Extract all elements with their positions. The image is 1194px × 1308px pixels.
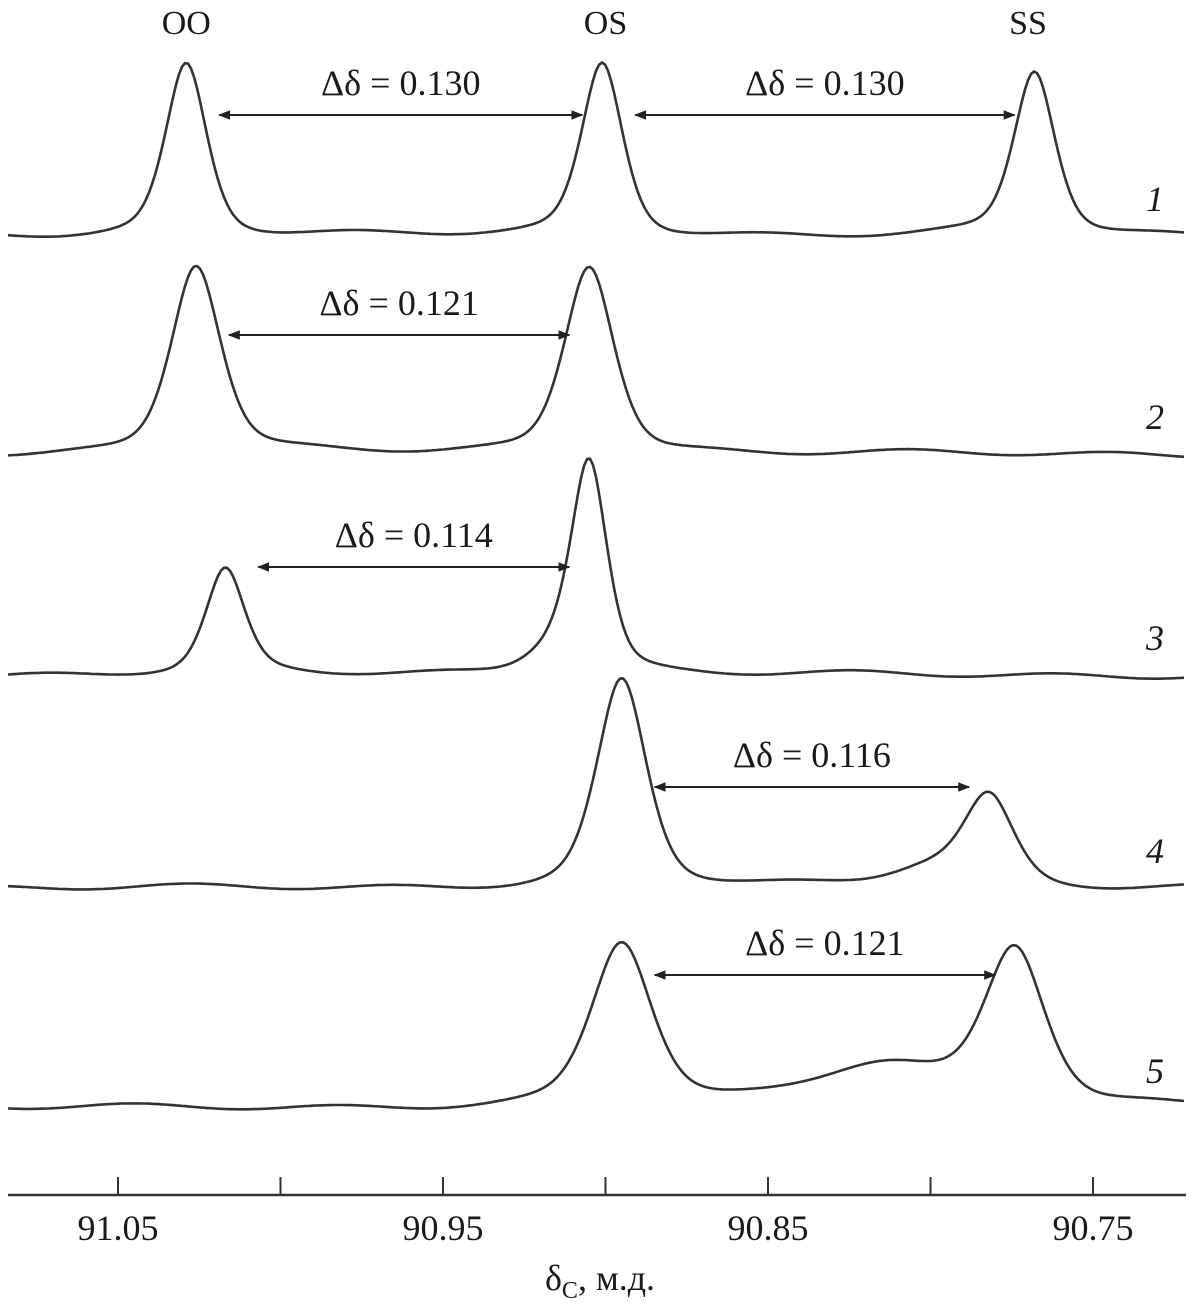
delta-label: Δδ = 0.116 (733, 735, 891, 775)
trace-number: 1 (1146, 179, 1164, 219)
delta-label: Δδ = 0.121 (319, 283, 478, 323)
peak-label: SS (1009, 5, 1047, 42)
x-axis-label: δC, м.д. (545, 1258, 655, 1304)
tick-label: 91.05 (78, 1208, 159, 1248)
delta-annotations: Δδ = 0.130 Δδ = 0.130 Δδ = 0.121 Δδ = 0.114… (218, 63, 1016, 980)
delta-label: Δδ = 0.114 (335, 515, 493, 555)
spectra-traces: 1 2 3 4 5 (7, 61, 1185, 1111)
tick-label: 90.85 (728, 1208, 809, 1248)
spectrum-trace-1 (7, 61, 1185, 238)
spectrum-trace-5 (7, 941, 1185, 1111)
spectrum-trace-4 (7, 677, 1185, 891)
tick-label: 90.95 (403, 1208, 484, 1248)
trace-number: 3 (1145, 618, 1164, 658)
trace-number: 4 (1146, 831, 1164, 871)
delta-label: Δδ = 0.130 (745, 63, 904, 103)
delta-label: Δδ = 0.121 (745, 923, 904, 963)
delta-label: Δδ = 0.130 (321, 63, 480, 103)
peak-label: OS (584, 5, 627, 42)
trace-number: 2 (1146, 397, 1164, 437)
tick-label: 90.75 (1053, 1208, 1134, 1248)
spectrum-trace-3 (7, 457, 1185, 680)
peak-label: OO (162, 5, 211, 42)
trace-number: 5 (1146, 1051, 1164, 1091)
x-axis: 91.05 90.95 90.85 90.75 (8, 1177, 1186, 1248)
spectrum-trace-2 (7, 264, 1185, 459)
